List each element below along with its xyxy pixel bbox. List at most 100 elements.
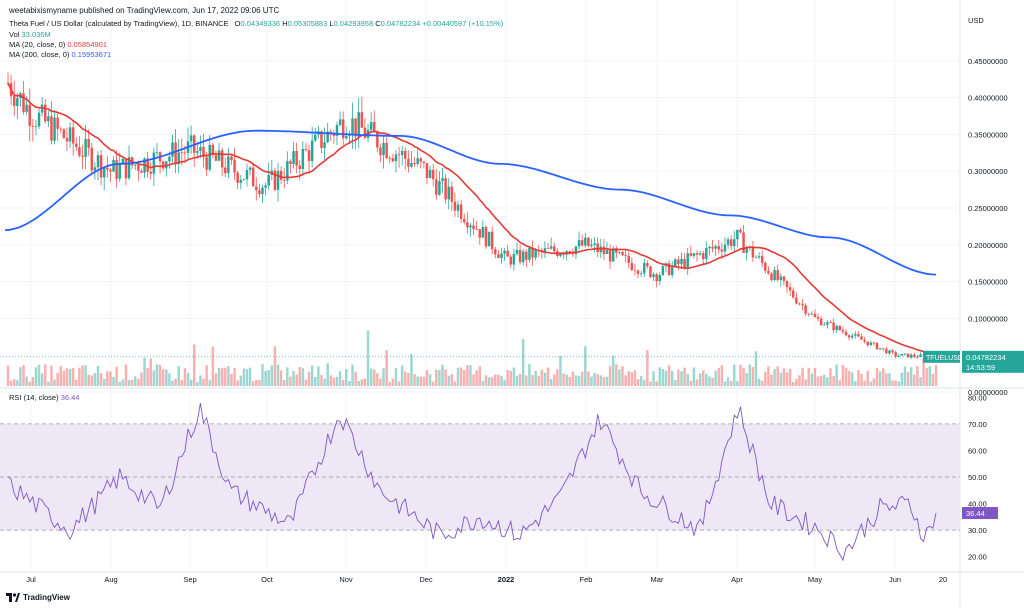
candle-body [404, 150, 407, 159]
volume-bar [670, 371, 674, 386]
volume-bar [385, 350, 388, 386]
symbol-title[interactable]: Theta Fuel / US Dollar (calculated by Tr… [9, 19, 229, 28]
rsi-line [7, 403, 937, 562]
candle-body [258, 190, 261, 195]
candle-body [624, 255, 627, 256]
volume-bar [515, 375, 519, 386]
volume-bar [357, 380, 360, 386]
candle-body [900, 353, 904, 356]
price-tick-label: 0.15000000 [968, 278, 1008, 287]
volume-bar [413, 373, 416, 386]
candle-body [447, 186, 450, 200]
volume-bar [894, 380, 897, 386]
candle-body [329, 131, 333, 134]
candle-body [729, 239, 733, 247]
volume-bar [354, 371, 357, 386]
volume-bar [723, 381, 727, 386]
candle-body [608, 250, 612, 262]
volume-bar [6, 365, 10, 386]
volume-bar [568, 377, 572, 386]
candle-body [878, 348, 882, 350]
volume-bar [19, 367, 22, 386]
time-tick-label: 2022 [498, 575, 515, 584]
volume-bar [220, 368, 224, 386]
candle-body [140, 170, 143, 173]
candle-body [863, 339, 866, 342]
legend-ma20[interactable]: MA (20, close, 0) 0.05854901 [9, 40, 107, 49]
legend-ma200-value: 0.15953671 [71, 50, 112, 59]
candle-body [47, 116, 50, 122]
candle-body [658, 275, 662, 282]
candle-body [78, 147, 81, 156]
volume-bar [338, 371, 342, 386]
candle-body [341, 119, 345, 139]
candle-body [351, 118, 354, 136]
candle-body [903, 353, 907, 355]
candle-body [639, 273, 643, 275]
volume-bar [770, 374, 773, 386]
candle-body [751, 246, 755, 258]
volume-bar [481, 380, 485, 386]
candle-body [599, 246, 603, 253]
ohlc-close-label: C [375, 19, 381, 28]
volume-bar [760, 380, 764, 386]
volume-bar [534, 370, 537, 386]
candle-body [475, 228, 478, 230]
volume-bar [720, 365, 724, 386]
candle-body [832, 322, 835, 331]
volume-bar [211, 346, 215, 386]
candle-body [304, 148, 308, 151]
volume-bar [528, 364, 531, 386]
candle-body [500, 253, 503, 258]
candle-body [255, 186, 258, 191]
candle-body [596, 243, 599, 253]
candle-body [593, 243, 596, 245]
time-tick-label: Aug [104, 575, 117, 584]
candle-body [509, 256, 513, 265]
legend-vol[interactable]: Vol 33.036M [9, 30, 51, 39]
volume-bar [757, 378, 761, 386]
volume-bar [400, 365, 404, 386]
volume-bar [748, 364, 752, 386]
volume-bar [115, 366, 118, 386]
candle-body [909, 354, 913, 358]
rsi-legend[interactable]: RSI (14, close) 36.44 [9, 393, 79, 402]
price-tick-label: 0.00000000 [968, 388, 1008, 397]
volume-bar [767, 366, 770, 386]
tradingview-brand[interactable]: TradingView [6, 593, 70, 602]
volume-bar [444, 369, 447, 386]
volume-bar [233, 368, 236, 386]
legend-ma200[interactable]: MA (200, close, 0) 0.15953671 [9, 50, 111, 59]
candle-body [860, 336, 863, 340]
candle-body [332, 133, 336, 136]
candle-body [584, 237, 587, 246]
volume-bar [28, 381, 31, 386]
candle-body [152, 152, 156, 174]
candle-body [574, 246, 578, 255]
candle-body [633, 270, 637, 271]
volume-bar [422, 376, 426, 386]
volume-bar [490, 377, 494, 386]
volume-bar [661, 368, 665, 386]
candle-body [242, 179, 246, 181]
candle-body [357, 112, 360, 137]
volume-bar [717, 367, 720, 386]
volume-bar [366, 330, 370, 386]
volume-bar [798, 375, 801, 386]
volume-bar [25, 376, 28, 386]
volume-bar [96, 365, 100, 386]
candle-body [161, 161, 165, 169]
rsi-tick-label: 40.00 [968, 500, 987, 509]
candle-body [655, 274, 658, 282]
volume-bar [521, 339, 525, 386]
candle-body [115, 159, 118, 179]
volume-bar [242, 368, 246, 386]
candle-body [577, 240, 581, 247]
volume-bar [65, 368, 69, 386]
volume-bar [602, 377, 606, 386]
volume-bar [487, 377, 491, 386]
candle-body [301, 148, 305, 170]
volume-bar [897, 381, 900, 386]
candle-body [40, 104, 44, 113]
